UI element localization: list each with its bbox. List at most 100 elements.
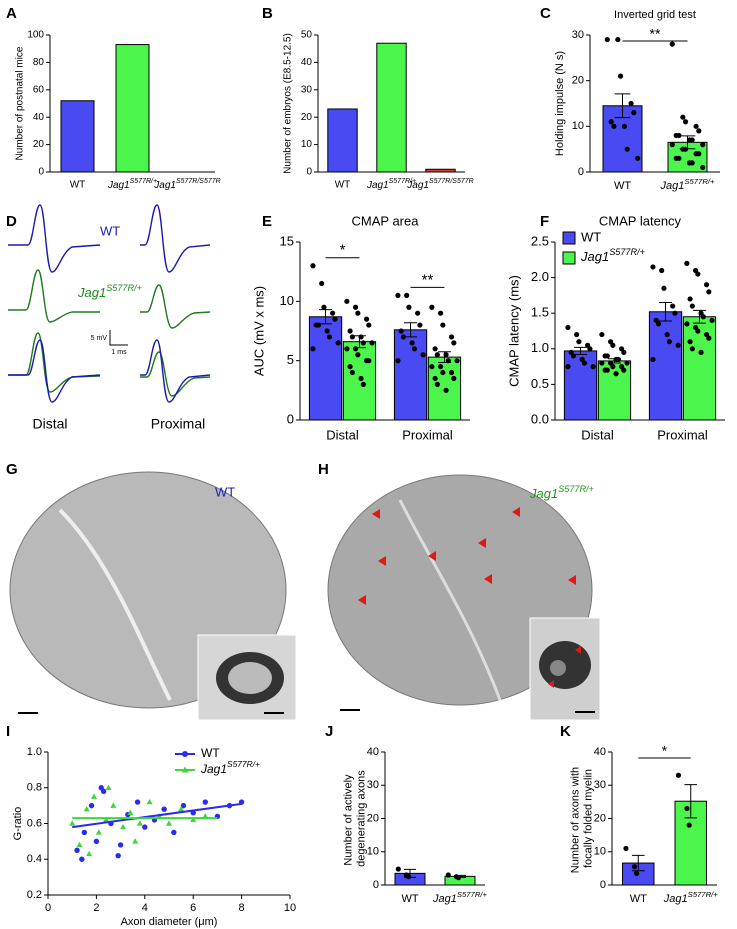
panel-letter: D	[6, 213, 17, 230]
trace	[140, 204, 211, 273]
data-point	[706, 335, 712, 341]
data-point	[415, 310, 421, 316]
data-point	[565, 324, 571, 331]
data-point	[695, 328, 701, 334]
data-point	[202, 799, 208, 805]
data-point	[437, 310, 444, 316]
data-point	[395, 866, 401, 872]
y-tick-label: 10	[280, 293, 294, 308]
data-point	[590, 364, 596, 370]
data-point	[604, 353, 610, 359]
error-bar	[319, 309, 333, 325]
data-point	[696, 128, 702, 134]
data-point	[666, 339, 673, 345]
y-tick-label: 0.6	[27, 817, 42, 829]
data-point	[709, 317, 715, 323]
data-point	[576, 339, 582, 345]
data-point	[434, 381, 440, 387]
y-axis-label: AUC (mV x ms)	[251, 286, 266, 376]
data-point	[687, 339, 693, 345]
y-tick-label: 20	[33, 139, 45, 150]
x-tick-label: Distal	[326, 427, 359, 442]
significance-label: *	[340, 242, 346, 259]
data-point	[406, 304, 412, 310]
data-point	[332, 316, 338, 322]
y-tick-label: 2.0	[531, 269, 549, 284]
data-point	[621, 123, 628, 129]
error-bar	[607, 358, 621, 364]
panel-letter: E	[262, 213, 272, 230]
data-point	[661, 285, 667, 291]
significance-label: **	[422, 271, 434, 288]
data-point	[115, 852, 121, 859]
y-tick-label: 1.5	[531, 305, 549, 320]
y-axis-label: G-ratio	[12, 807, 24, 841]
data-point	[574, 331, 580, 338]
y-tick-label: 30	[301, 84, 313, 95]
data-point	[161, 806, 167, 812]
data-point	[454, 358, 460, 364]
scale-label: 5 mV	[91, 335, 108, 342]
micrograph-inset	[550, 660, 566, 676]
data-point	[659, 267, 665, 274]
trace-label: Proximal	[151, 416, 205, 432]
data-point	[700, 314, 706, 320]
error-bar	[614, 93, 631, 119]
data-point	[672, 310, 678, 316]
data-point	[615, 356, 621, 363]
y-tick-label: 50	[301, 30, 313, 41]
data-point	[366, 322, 372, 328]
arrowhead	[568, 575, 576, 585]
data-point	[451, 375, 457, 382]
data-point	[136, 820, 143, 826]
micrograph-label: Jag1S577R/+	[529, 484, 594, 501]
y-tick-label: 0.4	[27, 853, 42, 865]
x-tick-label: Jag1S577R/+	[663, 890, 719, 905]
data-point	[98, 785, 104, 791]
data-point	[689, 303, 695, 309]
data-point	[69, 820, 76, 826]
data-point	[83, 806, 90, 812]
y-tick-label: 80	[33, 57, 45, 68]
y-axis-label: Number of axons with focally folded myel…	[569, 764, 594, 873]
scale-label: 1 ms	[111, 349, 127, 356]
panel-letter: H	[318, 461, 329, 478]
x-axis-label: Axon diameter (μm)	[121, 916, 218, 928]
data-point	[315, 322, 322, 328]
x-tick-label: 4	[142, 902, 148, 914]
y-tick-label: 20	[594, 812, 606, 824]
data-point	[698, 349, 704, 355]
y-tick-label: 0	[287, 411, 294, 426]
data-point	[635, 155, 641, 161]
trace-label: Distal	[32, 416, 67, 432]
data-point	[398, 328, 404, 334]
y-tick-label: 40	[367, 746, 379, 758]
data-point	[611, 123, 617, 129]
data-point	[680, 114, 686, 120]
data-point	[610, 342, 616, 348]
data-point	[88, 802, 95, 809]
legend-marker	[182, 751, 188, 757]
y-tick-label: 20	[367, 812, 379, 824]
arrowheads	[358, 507, 576, 605]
data-point	[355, 310, 361, 316]
y-tick-label: 10	[572, 120, 584, 132]
trace-label: Jag1S577R/+	[77, 283, 142, 300]
bar	[376, 42, 407, 173]
data-point	[310, 263, 316, 269]
arrowhead	[478, 538, 486, 548]
x-tick-label: 2	[93, 902, 99, 914]
bar	[425, 168, 456, 173]
data-point	[695, 271, 701, 277]
x-tick-label: WT	[614, 180, 631, 192]
x-tick-label: 0	[45, 902, 51, 914]
data-point	[95, 829, 102, 835]
data-point	[700, 142, 706, 148]
data-point	[90, 793, 97, 799]
error-bar	[692, 309, 706, 324]
legend-label: WT	[201, 746, 220, 760]
data-point	[675, 342, 681, 348]
data-point	[434, 352, 440, 358]
bar	[648, 311, 683, 421]
